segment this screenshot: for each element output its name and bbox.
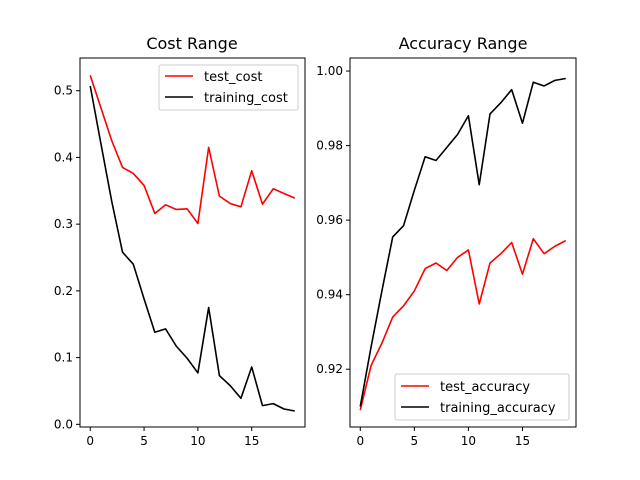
accuracy-ticks: 0 5 10 15 0.92 0.94 0.96 0.98 1.00 [316, 64, 530, 448]
accuracy-series-lines [359, 77, 567, 411]
cost-ytick-label: 0.0 [54, 417, 73, 431]
legend-label-test-cost: test_cost [204, 70, 262, 85]
accuracy-legend-box [394, 373, 570, 421]
cost-xtick-label: 5 [140, 434, 148, 448]
accuracy-ytick-label: 0.92 [316, 362, 343, 376]
legend-label-training-cost: training_cost [204, 91, 288, 106]
accuracy-xtick-label: 15 [515, 434, 530, 448]
cost-xtick-label: 10 [190, 434, 205, 448]
accuracy-ytick-label: 1.00 [316, 64, 343, 78]
cost-chart-title: Cost Range [146, 34, 237, 53]
cost-ytick-label: 0.5 [54, 84, 73, 98]
accuracy-ytick-label: 0.96 [316, 213, 343, 227]
series-line-test-accuracy [359, 237, 567, 411]
cost-ytick-label: 0.1 [54, 351, 73, 365]
cost-ytick-label: 0.2 [54, 284, 73, 298]
accuracy-ytick-label: 0.98 [316, 139, 343, 153]
accuracy-ytick-label: 0.94 [316, 288, 343, 302]
accuracy-plot-area [349, 57, 577, 428]
accuracy-xtick-label: 5 [411, 434, 419, 448]
accuracy-xtick-label: 10 [461, 434, 476, 448]
cost-xtick-label: 0 [86, 434, 94, 448]
series-line-training-accuracy [359, 77, 566, 407]
cost-legend: test_cost training_cost [158, 64, 299, 111]
cost-ytick-label: 0.3 [54, 217, 73, 231]
accuracy-chart-title: Accuracy Range [399, 34, 528, 53]
accuracy-legend: test_accuracy training_accuracy [394, 373, 570, 421]
cost-ticks: 0 5 10 15 0.0 0.1 0.2 0.3 0.4 0.5 [54, 84, 259, 448]
cost-legend-box [158, 64, 299, 111]
accuracy-xtick-label: 0 [356, 434, 364, 448]
cost-series-lines [89, 75, 296, 412]
cost-plot-area [79, 57, 306, 428]
series-line-test-cost [89, 75, 296, 225]
legend-label-training-accuracy: training_accuracy [440, 401, 556, 416]
legend-label-test-accuracy: test_accuracy [440, 380, 530, 395]
cost-ytick-label: 0.4 [54, 150, 73, 164]
cost-range-panel: Cost Range 0 5 10 15 0.0 0.1 0.2 0.3 0.4 0.5 test… [54, 34, 306, 448]
series-line-training-cost [89, 85, 295, 412]
cost-xtick-label: 15 [244, 434, 259, 448]
accuracy-range-panel: Accuracy Range 0 5 10 15 0.92 0.94 0.96 0.98 1.0… [316, 34, 577, 448]
